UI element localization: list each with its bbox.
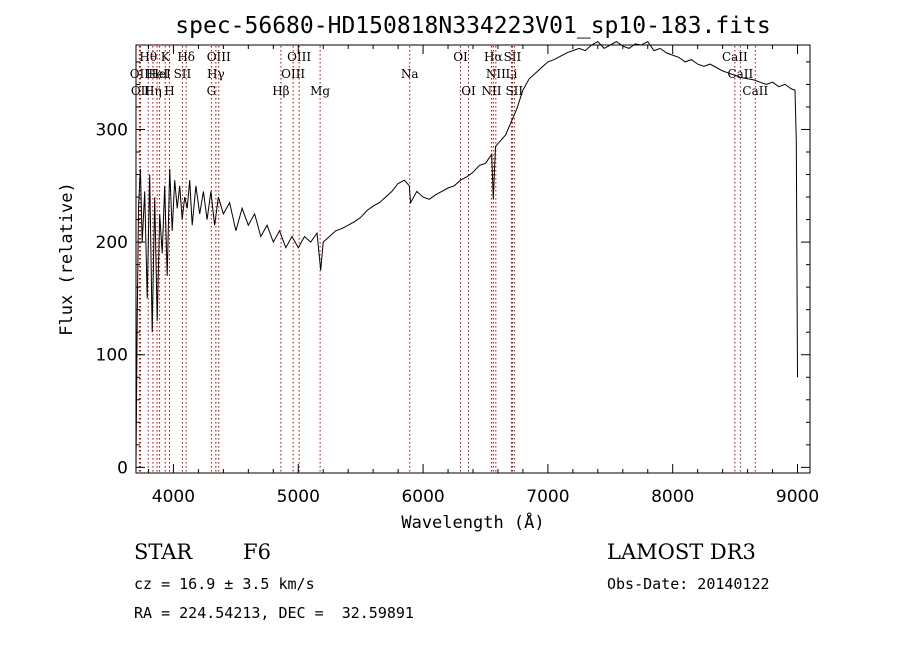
x-tick-label-1: 5000 [277,487,320,507]
y-tick-label-1: 100 [96,346,128,366]
y-tick-label-3: 300 [96,120,128,140]
line-label-20: NII [481,84,501,98]
line-label-2: Hθ [139,50,157,64]
y-tick-label-2: 200 [96,233,128,253]
line-label-3: Hη [144,84,162,98]
y-axis-ticks: 0 100 200 300 [96,61,810,478]
spectrum-line [135,40,798,468]
line-label-22: NII [486,67,506,81]
line-label-24: SII [504,50,522,64]
y-axis-label: Flux (relative) [57,182,77,336]
survey-name: LAMOST DR3 [607,540,756,564]
line-label-21: Hα [484,50,503,64]
line-label-4: HeI [146,67,169,81]
redshift-readout: cz = 16.9 ± 3.5 km/s [134,575,315,593]
x-axis-label: Wavelength (Å) [401,511,544,533]
line-label-16: Mg [310,84,330,98]
line-label-23: Li [506,67,518,81]
line-label-7: H [164,84,174,98]
line-label-26: CaII [722,50,748,64]
line-label-27: CaII [727,67,753,81]
x-tick-label-2: 6000 [401,487,444,507]
line-label-28: CaII [742,84,768,98]
y-tick-label-0: 0 [117,458,128,478]
chart-title: spec-56680-HD150818N334223V01_sp10-183.f… [175,13,770,39]
line-label-25: SII [505,84,523,98]
plot-frame [135,44,811,474]
x-tick-label-5: 9000 [776,487,819,507]
line-label-11: Hγ [207,67,225,81]
line-label-5: HeI [148,67,171,81]
line-label-19: OI [461,84,476,98]
x-tick-label-0: 4000 [152,487,195,507]
line-label-0: OII [130,67,150,81]
spectral-line-labels: OIIOIIHθHηHeIHeIKHSIIHδGHγOIIIHβOIIIOIII… [130,50,769,98]
line-label-18: OI [453,50,468,64]
line-label-8: SII [174,67,192,81]
observation-date: Obs-Date: 20140122 [607,575,770,593]
line-label-12: OIII [207,50,231,64]
line-label-17: Na [401,67,419,81]
spectral-line-markers [138,46,756,472]
spectral-subclass: F6 [243,540,271,564]
x-tick-label-3: 7000 [526,487,569,507]
line-label-13: Hβ [272,84,289,98]
object-class: STAR [134,540,193,564]
line-label-9: Hδ [177,50,195,64]
line-label-15: OIII [287,50,311,64]
x-tick-label-4: 8000 [651,487,694,507]
line-label-14: OIII [281,67,305,81]
line-label-10: G [207,84,217,98]
line-label-6: K [161,50,171,64]
x-axis-ticks: 4000 5000 6000 7000 8000 9000 [147,45,819,507]
coordinates-readout: RA = 224.54213, DEC = 32.59891 [134,604,414,622]
